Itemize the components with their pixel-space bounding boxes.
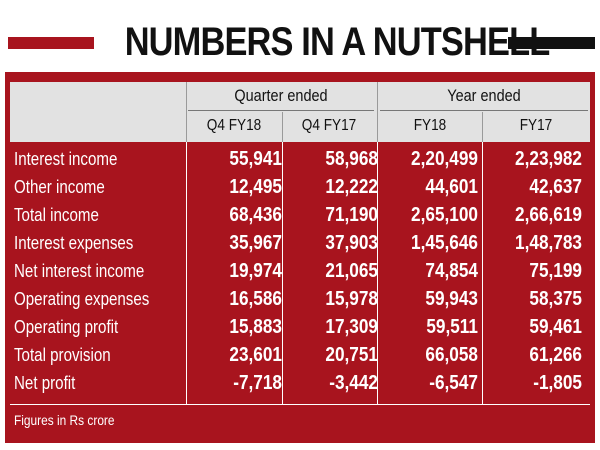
page-title: NUMBERS IN A NUTSHELL <box>124 20 551 64</box>
cell-value: 21,065 <box>325 260 378 282</box>
cell-value: 20,751 <box>325 344 378 366</box>
header-separator <box>282 112 283 142</box>
cell-value: 2,65,100 <box>411 204 478 226</box>
table-row: Interest income 55,941 58,968 2,20,499 2… <box>10 145 590 173</box>
column-separator <box>377 142 378 404</box>
cell-value: 2,23,982 <box>515 148 582 170</box>
column-header-fy17: FY17 <box>519 117 553 134</box>
column-separator <box>282 142 283 404</box>
header-separator <box>482 112 483 142</box>
cell-value: 2,20,499 <box>411 148 478 170</box>
row-label: Interest expenses <box>14 233 134 253</box>
group-rule-year <box>380 110 588 111</box>
cell-value: 59,511 <box>426 316 478 338</box>
table-row: Operating expenses 16,586 15,978 59,943 … <box>10 285 590 313</box>
row-label: Interest income <box>14 149 118 169</box>
cell-value: 58,375 <box>529 288 582 310</box>
table-row: Operating profit 15,883 17,309 59,511 59… <box>10 313 590 341</box>
cell-value: 12,495 <box>229 176 282 198</box>
table-row: Total income 68,436 71,190 2,65,100 2,66… <box>10 201 590 229</box>
cell-value: 66,058 <box>425 344 478 366</box>
cell-value: 61,266 <box>529 344 582 366</box>
cell-value: 71,190 <box>325 204 378 226</box>
cell-value: 35,967 <box>229 232 282 254</box>
cell-value: 75,199 <box>529 260 582 282</box>
column-header-q4-fy17: Q4 FY17 <box>301 117 357 134</box>
cell-value: 55,941 <box>229 148 282 170</box>
cell-value: 74,854 <box>425 260 478 282</box>
cell-value: -3,442 <box>329 372 378 394</box>
row-label: Net interest income <box>14 261 145 281</box>
cell-value: 15,978 <box>325 288 378 310</box>
column-header-fy18: FY18 <box>413 117 447 134</box>
row-label: Total provision <box>14 345 111 365</box>
group-header-quarter: Quarter ended <box>234 86 328 105</box>
cell-value: -1,805 <box>533 372 582 394</box>
title-right-bar <box>508 37 595 49</box>
cell-value: -7,718 <box>233 372 282 394</box>
table-header-band <box>10 82 590 142</box>
row-label: Other income <box>14 177 105 197</box>
footer-divider <box>10 404 590 405</box>
table-row: Total provision 23,601 20,751 66,058 61,… <box>10 341 590 369</box>
row-label: Total income <box>14 205 99 225</box>
title-left-bar <box>8 37 94 49</box>
cell-value: 2,66,619 <box>515 204 582 226</box>
cell-value: 59,461 <box>529 316 582 338</box>
cell-value: 15,883 <box>229 316 282 338</box>
column-separator <box>186 142 187 404</box>
header: NUMBERS IN A NUTSHELL <box>0 0 600 80</box>
cell-value: 1,45,646 <box>411 232 478 254</box>
cell-value: 59,943 <box>425 288 478 310</box>
row-label: Operating profit <box>14 317 119 337</box>
column-header-q4-fy18: Q4 FY18 <box>206 117 262 134</box>
table-row: Other income 12,495 12,222 44,601 42,637 <box>10 173 590 201</box>
cell-value: 12,222 <box>325 176 378 198</box>
cell-value: 44,601 <box>425 176 478 198</box>
cell-value: 23,601 <box>229 344 282 366</box>
cell-value: 68,436 <box>229 204 282 226</box>
row-label: Operating expenses <box>14 289 150 309</box>
cell-value: 58,968 <box>325 148 378 170</box>
cell-value: 42,637 <box>529 176 582 198</box>
cell-value: 37,903 <box>325 232 378 254</box>
table-row: Interest expenses 35,967 37,903 1,45,646… <box>10 229 590 257</box>
cell-value: 17,309 <box>325 316 378 338</box>
table-row: Net interest income 19,974 21,065 74,854… <box>10 257 590 285</box>
column-separator <box>482 142 483 404</box>
footnote: Figures in Rs crore <box>14 412 115 428</box>
group-rule-quarter <box>188 110 374 111</box>
cell-value: 1,48,783 <box>515 232 582 254</box>
cell-value: 19,974 <box>229 260 282 282</box>
header-separator <box>377 82 378 142</box>
group-header-year: Year ended <box>447 86 521 105</box>
table-row: Net profit -7,718 -3,442 -6,547 -1,805 <box>10 369 590 397</box>
header-separator <box>186 82 187 142</box>
cell-value: -6,547 <box>429 372 478 394</box>
cell-value: 16,586 <box>229 288 282 310</box>
row-label: Net profit <box>14 373 76 393</box>
